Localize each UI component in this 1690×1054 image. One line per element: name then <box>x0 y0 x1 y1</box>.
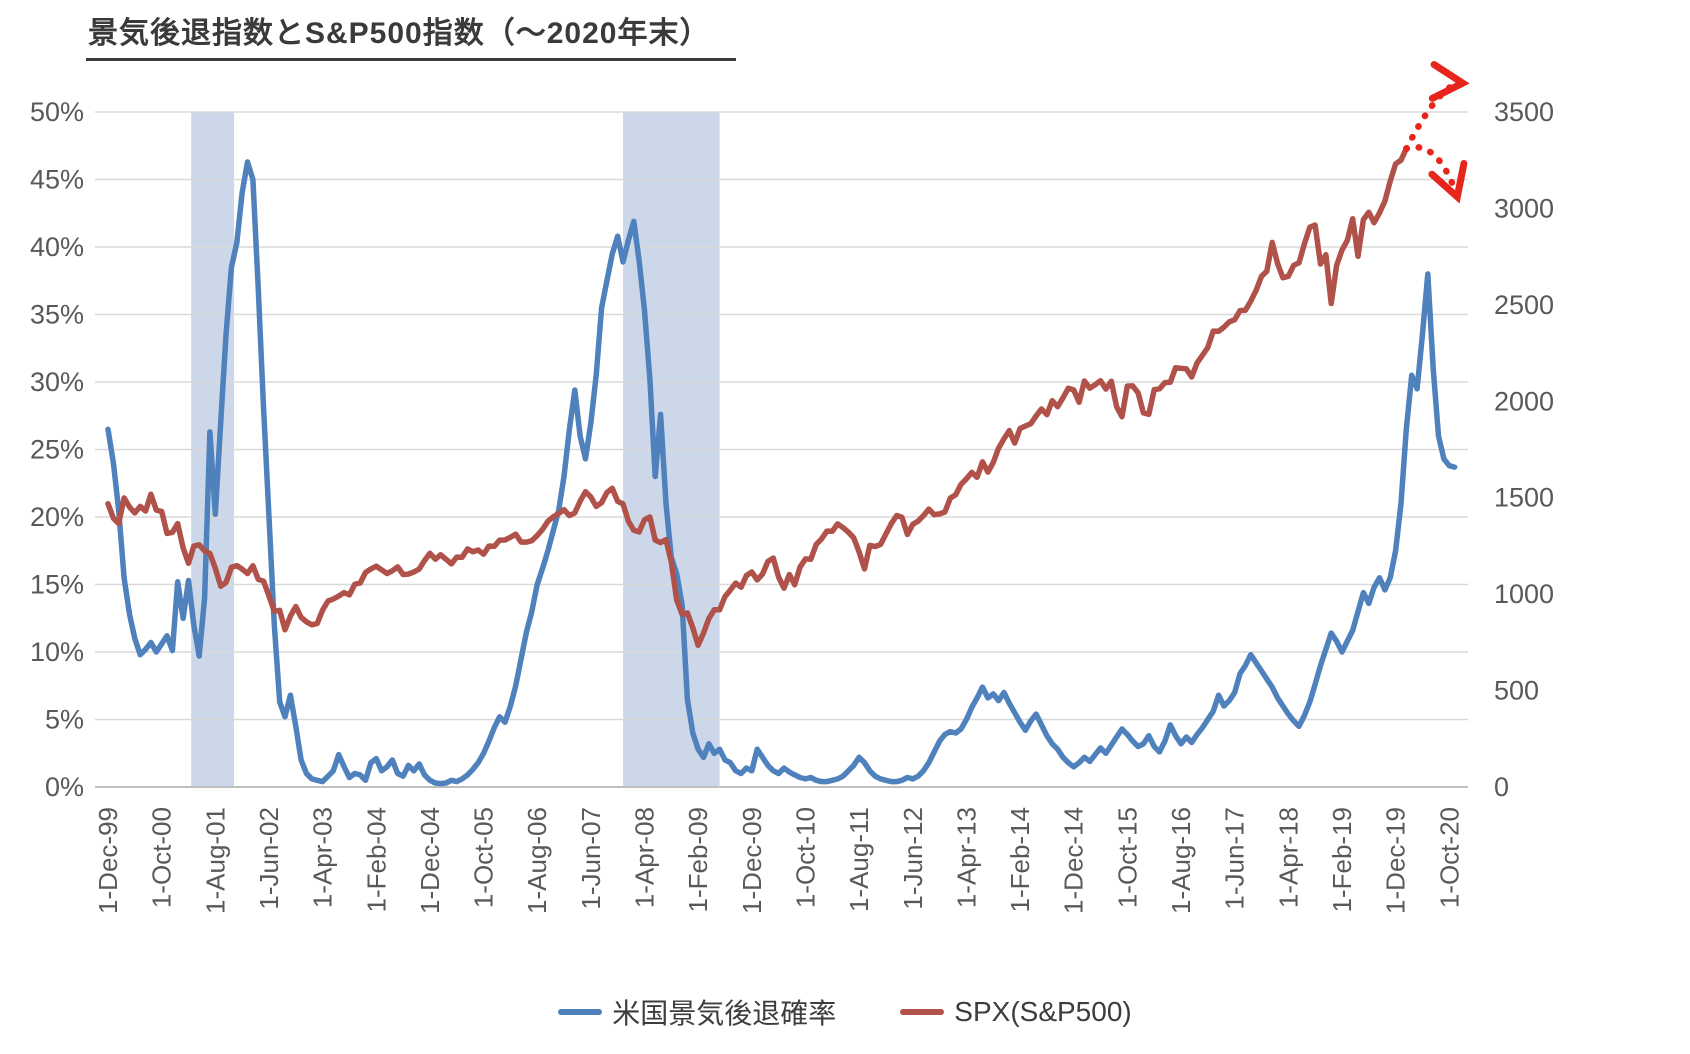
x-axis-tick: 1-Feb-19 <box>1327 807 1357 913</box>
x-axis-tick: 1-Apr-13 <box>951 807 981 908</box>
right-axis-tick: 1500 <box>1494 483 1554 513</box>
x-axis-tick: 1-Oct-15 <box>1112 807 1142 908</box>
left-axis-tick: 5% <box>45 705 84 735</box>
x-axis-tick: 1-Dec-04 <box>415 807 445 914</box>
legend-label-recession-probability: 米国景気後退確率 <box>612 998 837 1029</box>
x-axis-tick: 1-Oct-20 <box>1434 807 1464 908</box>
x-axis-tick: 1-Feb-09 <box>683 807 713 913</box>
right-axis-tick: 3500 <box>1494 97 1554 127</box>
spx-line-swatch <box>900 1009 945 1015</box>
left-axis-tick: 0% <box>45 772 84 802</box>
right-axis-tick: 3000 <box>1494 193 1554 223</box>
scenario-arrow-up-head <box>1428 61 1470 102</box>
series-line-0 <box>105 159 1458 787</box>
left-axis-tick: 30% <box>30 367 84 397</box>
x-axis-tick: 1-Jun-07 <box>576 807 606 910</box>
x-axis-tick: 1-Oct-05 <box>469 807 499 908</box>
legend-label-spx: SPX(S&P500) <box>954 996 1132 1027</box>
left-axis-tick: 45% <box>30 165 84 195</box>
x-axis-tick: 1-Aug-06 <box>522 807 552 914</box>
x-axis-tick: 1-Apr-18 <box>1273 807 1303 908</box>
x-axis-tick: 1-Jun-12 <box>898 807 928 910</box>
left-axis-tick: 20% <box>30 502 84 532</box>
left-axis-tick: 40% <box>30 232 84 262</box>
left-axis-tick: 15% <box>30 570 84 600</box>
chart-plot-svg: 0% 5% 10% 15% 20% 25% 30% 35% 40% 45% 50% 0 500 1000 1… <box>30 61 1554 914</box>
right-axis-tick: 2500 <box>1494 290 1554 320</box>
x-axis-tick: 1-Oct-00 <box>147 807 177 908</box>
x-axis-tick: 1-Aug-01 <box>200 807 230 914</box>
scenario-arrow-down-head <box>1428 160 1468 204</box>
chart-legend: 米国景気後退確率 SPX(S&P500) <box>0 992 1690 1032</box>
x-axis-tick: 1-Feb-04 <box>361 807 391 913</box>
right-axis-tick: 2000 <box>1494 386 1554 416</box>
right-axis-tick: 0 <box>1494 772 1509 802</box>
left-axis-tick: 35% <box>30 300 84 330</box>
scenario-arrow-up-shaft <box>1403 79 1466 152</box>
x-axis-tick: 1-Apr-08 <box>630 807 660 908</box>
x-axis-tick: 1-Aug-16 <box>1166 807 1196 914</box>
series-line-1 <box>105 145 1410 649</box>
x-axis-tick: 1-Apr-03 <box>308 807 338 908</box>
right-axis-tick: 500 <box>1494 676 1539 706</box>
x-axis-tick: 1-Dec-99 <box>93 807 123 914</box>
left-axis-tick: 50% <box>30 97 84 127</box>
x-axis-tick: 1-Feb-14 <box>1005 807 1035 913</box>
left-axis-tick: 10% <box>30 637 84 667</box>
x-axis-tick: 1-Aug-11 <box>844 807 874 912</box>
x-axis-tick: 1-Jun-17 <box>1220 807 1250 910</box>
x-axis-tick: 1-Dec-09 <box>737 807 767 914</box>
legend-item-spx: SPX(S&P500) <box>900 996 1132 1028</box>
x-axis-tick: 1-Dec-19 <box>1381 807 1411 914</box>
x-axis-tick: 1-Dec-14 <box>1059 807 1089 914</box>
right-axis-tick: 1000 <box>1494 579 1554 609</box>
left-axis-tick: 25% <box>30 435 84 465</box>
recession-probability-line-swatch <box>558 1009 603 1015</box>
legend-item-recession-probability: 米国景気後退確率 <box>558 992 836 1032</box>
x-axis-tick: 1-Jun-02 <box>254 807 284 910</box>
chart-title: 景気後退指数とS&P500指数（～2020年末） <box>86 8 737 61</box>
x-axis-tick: 1-Oct-10 <box>790 807 820 908</box>
